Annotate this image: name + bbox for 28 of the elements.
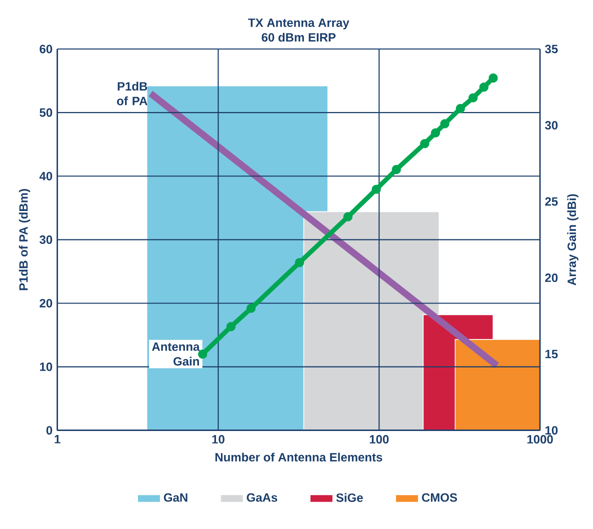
y2-tick-label: 15 — [545, 350, 558, 358]
y2-tick-label: 25 — [545, 197, 558, 206]
y-tick-label: 10 — [40, 362, 52, 372]
legend-label: SiGe — [336, 493, 363, 502]
y2-tick-label: 30 — [544, 121, 558, 130]
x-axis-title: Number of Antenna Elements — [215, 452, 382, 462]
y2-tick-label: 10 — [545, 426, 558, 435]
y-tick-label: 50 — [40, 108, 52, 117]
x-tick-label: 1 — [54, 435, 60, 444]
chart-subtitle: 60 dBm EIRP — [262, 32, 336, 42]
x-tick-label: 100 — [370, 435, 389, 444]
chart-title: TX Antenna Array — [248, 18, 350, 30]
y-tick-label: 0 — [46, 426, 52, 435]
y2-tick-label: 35 — [544, 44, 558, 54]
legend-label: GaN — [164, 493, 188, 502]
legend-label: CMOS — [422, 493, 457, 502]
y-tick-label: 40 — [39, 172, 52, 180]
x-tick-label: 10 — [212, 435, 224, 444]
y2-tick-label: 20 — [545, 274, 558, 282]
y-axis-title: P1dB of PA (dBm) — [18, 189, 30, 290]
y-tick-label: 60 — [40, 44, 52, 54]
legend-label: GaAs — [246, 493, 278, 502]
series-label: Antenna Gain — [152, 342, 200, 366]
series-label: P1dB of PA — [117, 82, 148, 106]
y-tick-label: 20 — [40, 298, 52, 308]
y-tick-label: 30 — [40, 235, 52, 244]
y2-axis-title: Array Gain (dBi) — [567, 194, 578, 286]
x-tick-label: 1000 — [527, 435, 553, 444]
